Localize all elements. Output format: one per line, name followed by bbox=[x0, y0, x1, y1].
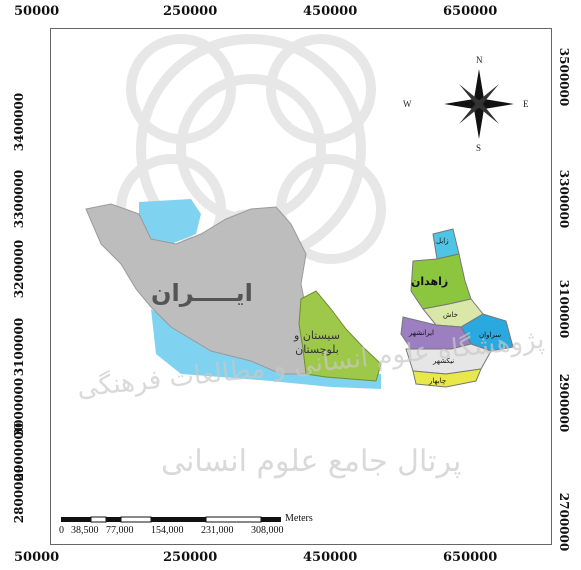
map-svg bbox=[61, 34, 514, 523]
top-tick-3: 450000 bbox=[303, 4, 358, 19]
compass-rose-icon bbox=[444, 69, 514, 139]
left-tick-2: 3300000 bbox=[12, 169, 27, 229]
top-tick-1: 50000 bbox=[14, 4, 60, 19]
right-tick-5: 2700000 bbox=[557, 492, 572, 552]
scale-unit: Meters bbox=[285, 513, 313, 524]
compass-n: N bbox=[476, 55, 483, 65]
left-tick-1: 3400000 bbox=[12, 92, 27, 152]
county-label-nikshahr: نیکشهر bbox=[433, 357, 455, 365]
caspian-sea bbox=[139, 199, 201, 244]
right-tick-3: 3100000 bbox=[557, 279, 572, 339]
bottom-tick-4: 650000 bbox=[443, 550, 498, 565]
compass-e: E bbox=[523, 99, 529, 109]
map-area: N S E W ایـــــران سیستان و بلوچستان زاب… bbox=[50, 28, 552, 545]
scale-label-1: 38,500 bbox=[71, 525, 99, 536]
county-label-zahedan: زاهدان bbox=[411, 275, 449, 288]
scale-label-4: 231,000 bbox=[201, 525, 234, 536]
scale-label-3: 154,000 bbox=[151, 525, 184, 536]
right-tick-2: 3300000 bbox=[557, 169, 572, 229]
scale-bar bbox=[61, 516, 281, 523]
county-label-iranshahr: ایرانشهر bbox=[409, 329, 434, 337]
county-label-khash: خاش bbox=[443, 311, 459, 319]
top-tick-4: 650000 bbox=[443, 4, 498, 19]
bottom-tick-1: 50000 bbox=[14, 550, 60, 565]
top-tick-2: 250000 bbox=[163, 4, 218, 19]
iran-map bbox=[85, 203, 312, 375]
left-tick-3: 3200000 bbox=[12, 239, 27, 299]
scale-label-0: 0 bbox=[59, 525, 64, 536]
bottom-tick-3: 450000 bbox=[303, 550, 358, 565]
bottom-tick-2: 250000 bbox=[163, 550, 218, 565]
compass-w: W bbox=[403, 99, 412, 109]
county-label-zabol: زابل bbox=[436, 237, 449, 245]
province-map bbox=[298, 290, 382, 382]
left-tick-4: 3100000 bbox=[12, 317, 27, 377]
scale-label-5: 308,000 bbox=[251, 525, 284, 536]
county-label-chabahar: چابهار bbox=[429, 377, 447, 385]
iran-label: ایـــــران bbox=[151, 279, 253, 307]
right-tick-1: 3500000 bbox=[557, 47, 572, 107]
left-tick-7: 2800000 bbox=[12, 464, 27, 524]
province-label: سیستان و بلوچستان bbox=[294, 329, 340, 357]
right-tick-4: 2900000 bbox=[557, 373, 572, 433]
county-chabahar bbox=[412, 368, 482, 388]
watermark-line-2: پرتال جامع علوم انسانی bbox=[161, 444, 462, 479]
county-label-saravan: سراوان bbox=[479, 331, 502, 339]
compass-s: S bbox=[476, 143, 482, 153]
scale-label-2: 77,000 bbox=[106, 525, 134, 536]
